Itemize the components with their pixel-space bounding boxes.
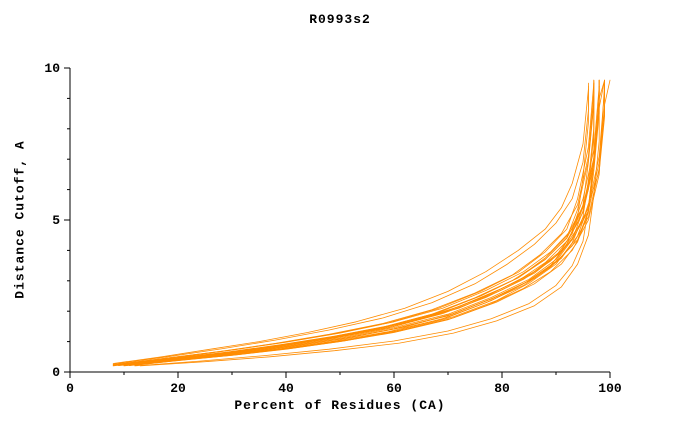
x-axis-label: Percent of Residues (CA) (234, 398, 446, 413)
series-line (118, 79, 605, 366)
series-line (112, 79, 595, 367)
x-tick-label: 0 (66, 381, 74, 396)
series-line (118, 79, 600, 365)
series-line (134, 98, 595, 367)
series-line (134, 88, 605, 366)
series-line (118, 82, 595, 365)
series-line (112, 91, 595, 366)
x-tick-label: 40 (278, 381, 294, 396)
y-tick-label: 10 (44, 61, 60, 76)
y-tick-label: 0 (52, 365, 60, 380)
series-line (139, 85, 600, 367)
series-line (123, 95, 600, 366)
chart-title: R0993s2 (309, 12, 371, 27)
series-line (128, 79, 600, 367)
series-line (123, 82, 605, 367)
series-line (123, 79, 611, 366)
y-axis-label: Distance Cutoff, A (12, 140, 28, 299)
x-tick-label: 100 (598, 381, 622, 396)
series-line (134, 82, 595, 366)
x-tick-label: 80 (494, 381, 510, 396)
series-line (112, 88, 589, 364)
y-tick-label: 5 (52, 213, 60, 228)
x-tick-label: 20 (170, 381, 186, 396)
series-line (112, 82, 589, 365)
x-tick-label: 60 (386, 381, 402, 396)
series-line (118, 79, 605, 366)
series-line (128, 81, 595, 366)
